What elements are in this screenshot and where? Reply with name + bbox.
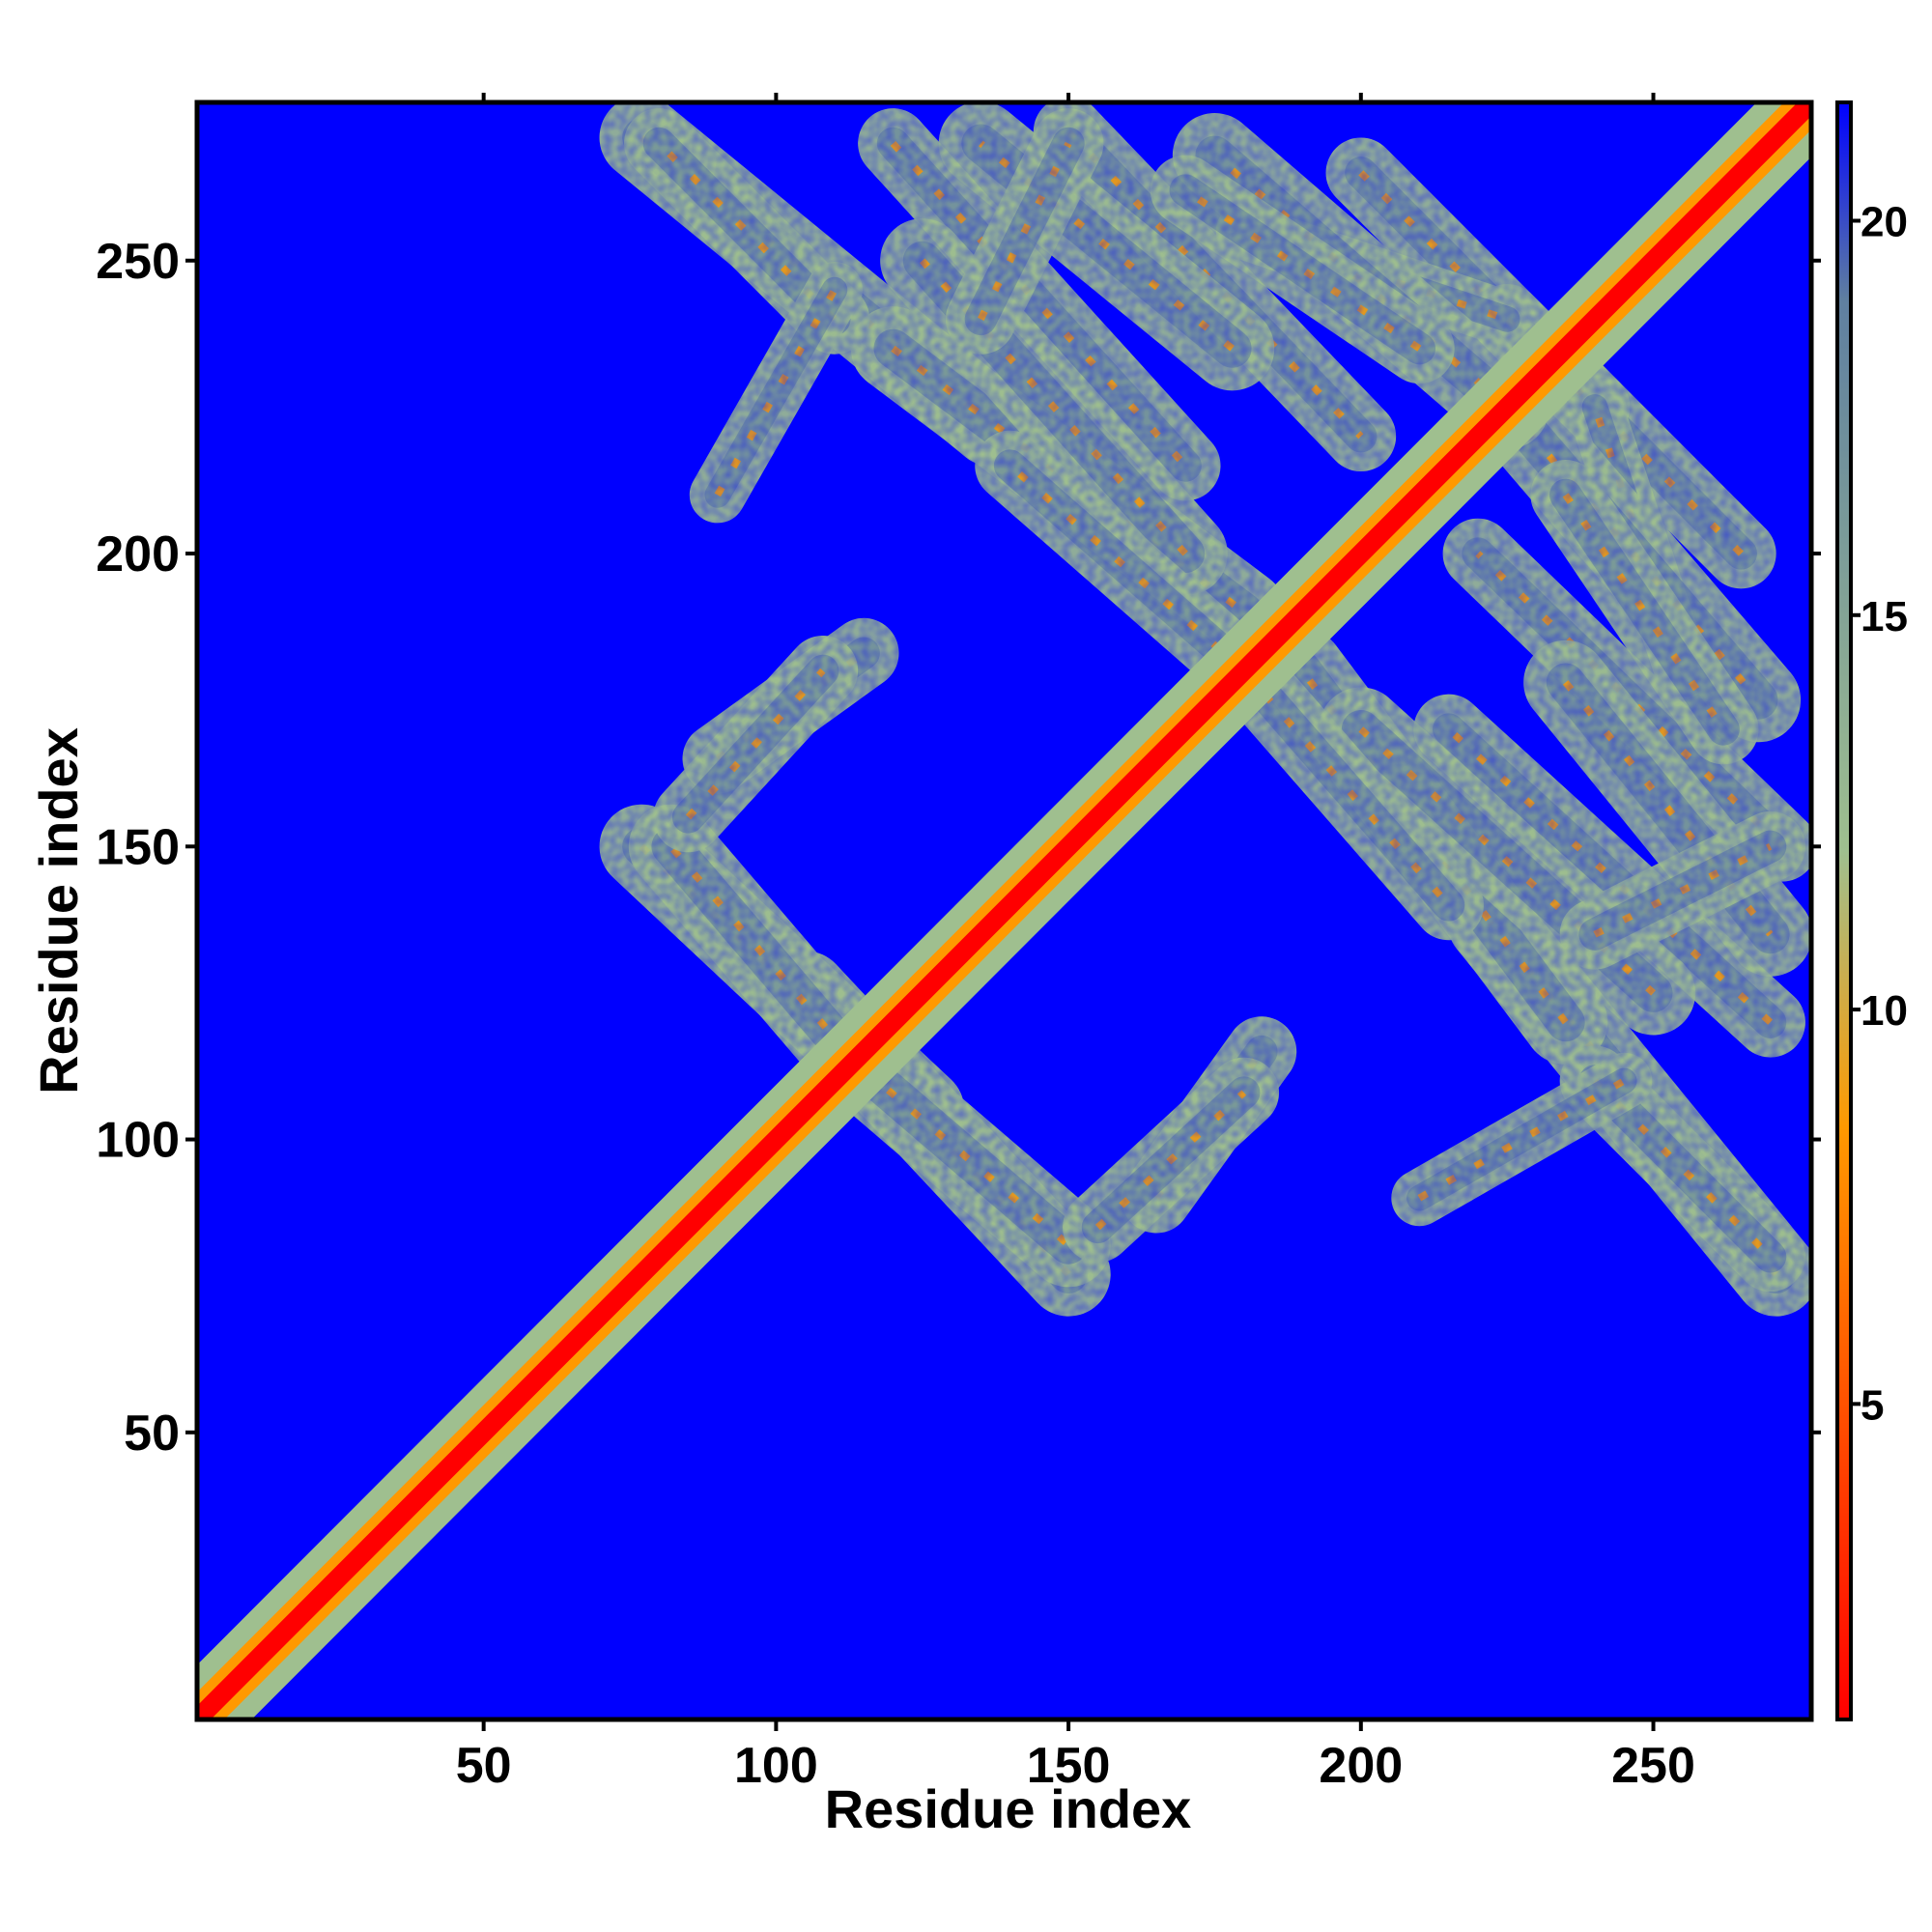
x-axis-label: Residue index	[825, 1778, 1192, 1839]
colorbar-tick-label: 15	[1861, 593, 1908, 640]
y-axis-label: Residue index	[28, 727, 89, 1094]
y-tick-label: 200	[96, 526, 180, 582]
x-tick-label: 100	[734, 1738, 818, 1794]
diagonal-band	[197, 102, 1811, 1719]
y-tick-label: 50	[124, 1406, 180, 1462]
colorbar-tick-label: 10	[1861, 987, 1908, 1035]
heatmap-area	[194, 99, 1814, 1722]
x-axis-ticks: 50 100 150 200 250	[456, 93, 1695, 1794]
y-tick-label: 100	[96, 1113, 180, 1169]
x-tick-label: 250	[1611, 1738, 1695, 1794]
colorbar-ticks: 5 10 15 20	[1851, 198, 1908, 1429]
x-tick-label: 150	[1027, 1738, 1111, 1794]
colorbar-tick-label: 20	[1861, 198, 1908, 245]
y-tick-label: 250	[96, 234, 180, 290]
colorbar-gradient	[1835, 100, 1853, 1721]
x-tick-label: 50	[456, 1738, 512, 1794]
diagonal-core	[197, 102, 1811, 1719]
colorbar-tick-label: 5	[1861, 1381, 1884, 1429]
plot-frame	[194, 99, 1814, 1722]
y-axis-ticks: 50 100 150 200 250	[96, 234, 1821, 1462]
y-tick-label: 150	[96, 819, 180, 875]
x-tick-label: 200	[1319, 1738, 1403, 1794]
colorbar: 5 10 15 20	[1835, 100, 1908, 1721]
